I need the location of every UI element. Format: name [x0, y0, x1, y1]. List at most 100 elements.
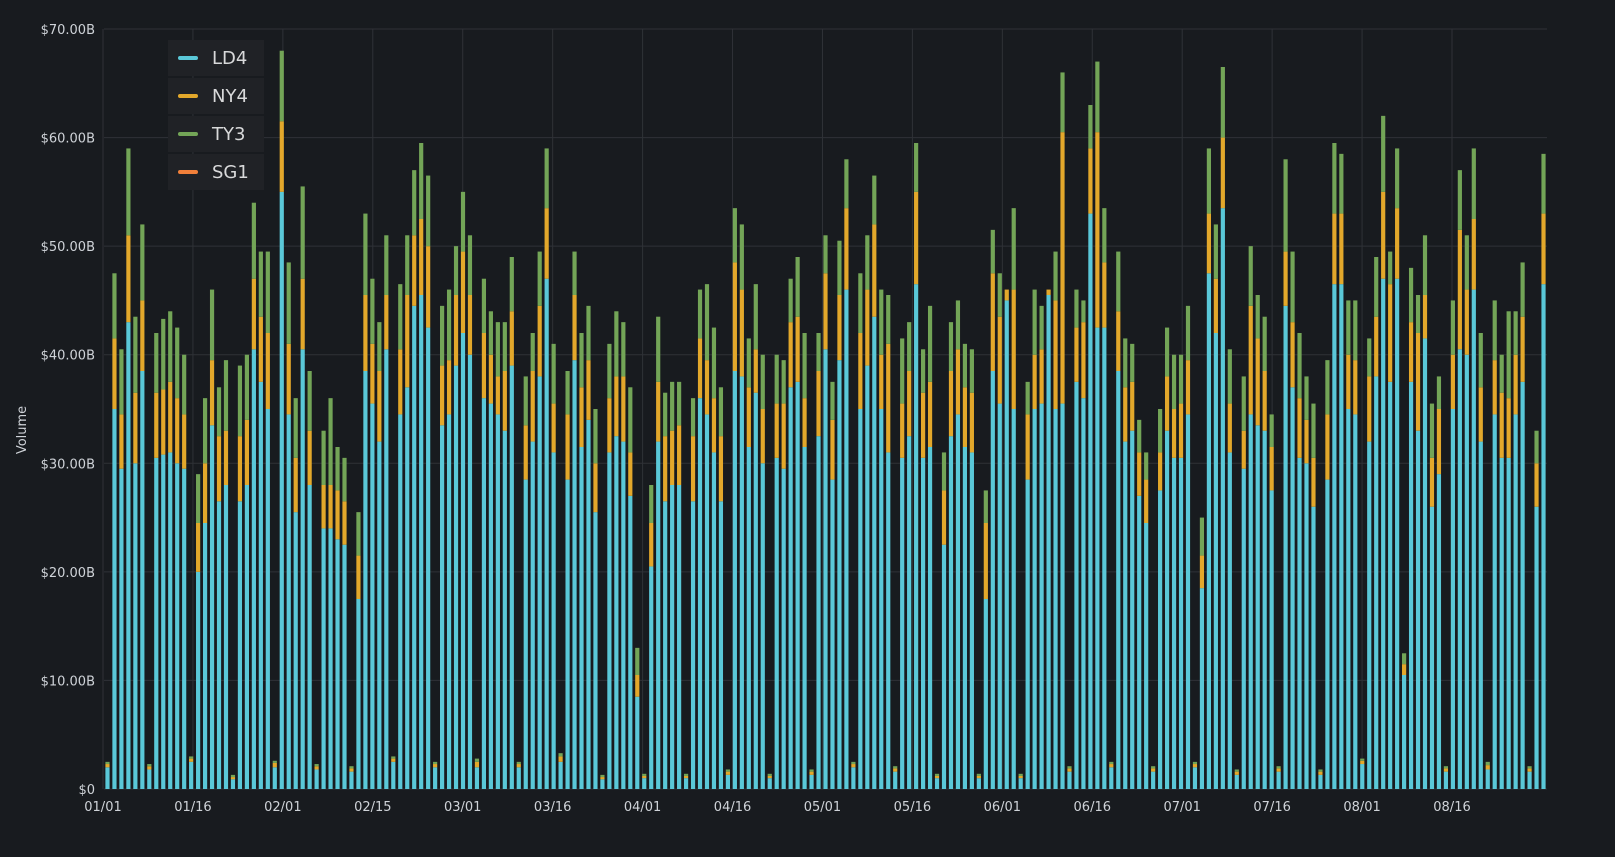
bar-segment-ty3[interactable]: [112, 273, 117, 339]
bar-segment-ny4[interactable]: [244, 419, 249, 485]
bar-segment-ld4[interactable]: [1346, 409, 1351, 789]
bar-segment-ty3[interactable]: [405, 235, 410, 295]
bar-segment-ld4[interactable]: [467, 354, 473, 789]
bar-segment-ny4[interactable]: [795, 316, 800, 382]
bar-segment-ny4[interactable]: [823, 273, 828, 350]
bar-segment-ld4[interactable]: [1492, 414, 1497, 789]
bar-segment-ny4[interactable]: [1395, 208, 1400, 279]
bar-segment-ty3[interactable]: [927, 305, 933, 382]
bar-segment-ld4[interactable]: [502, 430, 507, 789]
bar-segment-ny4[interactable]: [1039, 349, 1044, 404]
bar-segment-ld4[interactable]: [154, 457, 159, 789]
bar-segment-ld4[interactable]: [607, 452, 612, 789]
bar-segment-ld4[interactable]: [1213, 333, 1218, 789]
bar-segment-ty3[interactable]: [1443, 766, 1449, 769]
legend-item-ld4[interactable]: LD4: [168, 40, 264, 76]
bar-segment-ld4[interactable]: [907, 436, 912, 789]
bar-segment-ld4[interactable]: [1527, 771, 1532, 789]
bar-segment-ny4[interactable]: [990, 273, 995, 371]
bar-segment-ny4[interactable]: [349, 768, 354, 772]
bar-segment-ty3[interactable]: [1485, 761, 1490, 766]
bar-segment-ny4[interactable]: [1506, 398, 1511, 458]
bar-segment-ny4[interactable]: [258, 316, 263, 382]
bar-segment-ty3[interactable]: [1464, 235, 1469, 290]
bar-segment-ld4[interactable]: [1046, 295, 1051, 789]
bar-segment-ny4[interactable]: [837, 295, 842, 361]
bar-segment-ny4[interactable]: [537, 305, 542, 377]
bar-segment-ty3[interactable]: [481, 278, 487, 333]
bar-segment-ny4[interactable]: [886, 343, 891, 453]
bar-segment-ld4[interactable]: [307, 485, 312, 789]
bar-segment-ny4[interactable]: [140, 300, 145, 371]
bar-segment-ld4[interactable]: [927, 447, 933, 789]
bar-segment-ty3[interactable]: [1220, 67, 1225, 138]
bar-segment-ld4[interactable]: [1032, 409, 1037, 789]
bar-segment-ld4[interactable]: [1436, 474, 1442, 789]
bar-segment-ld4[interactable]: [739, 376, 744, 789]
bar-segment-ty3[interactable]: [1109, 761, 1114, 765]
bar-segment-ld4[interactable]: [453, 365, 459, 789]
bar-segment-ny4[interactable]: [607, 398, 612, 453]
bar-segment-ty3[interactable]: [1513, 311, 1518, 355]
bar-segment-ld4[interactable]: [1513, 414, 1518, 789]
bar-segment-ld4[interactable]: [1534, 506, 1539, 789]
bar-segment-ld4[interactable]: [921, 457, 926, 789]
bar-segment-ld4[interactable]: [1102, 327, 1107, 789]
bar-segment-ny4[interactable]: [474, 761, 480, 768]
bar-segment-ty3[interactable]: [419, 143, 424, 219]
bar-segment-ty3[interactable]: [865, 235, 870, 290]
bar-segment-ty3[interactable]: [307, 371, 312, 431]
bar-segment-ld4[interactable]: [1283, 305, 1288, 789]
bar-segment-ld4[interactable]: [934, 778, 940, 789]
bar-segment-ld4[interactable]: [419, 295, 424, 789]
bar-segment-ld4[interactable]: [119, 468, 124, 789]
bar-segment-ny4[interactable]: [363, 295, 368, 371]
bar-segment-ld4[interactable]: [621, 441, 626, 789]
bar-segment-ny4[interactable]: [1408, 322, 1414, 382]
bar-segment-ny4[interactable]: [1346, 354, 1351, 409]
bar-segment-ny4[interactable]: [1527, 768, 1532, 772]
bar-segment-ty3[interactable]: [1095, 61, 1100, 133]
bar-segment-ty3[interactable]: [1429, 403, 1435, 458]
bar-segment-ld4[interactable]: [209, 425, 215, 789]
bar-segment-ld4[interactable]: [412, 305, 417, 789]
bar-segment-ny4[interactable]: [586, 360, 591, 420]
bar-segment-ny4[interactable]: [433, 764, 438, 768]
bar-segment-ty3[interactable]: [781, 360, 786, 404]
bar-segment-ty3[interactable]: [725, 769, 730, 772]
bar-segment-ty3[interactable]: [732, 208, 737, 263]
bar-segment-ld4[interactable]: [1464, 354, 1469, 789]
bar-segment-ty3[interactable]: [816, 333, 821, 371]
bar-segment-ny4[interactable]: [1109, 764, 1114, 768]
bar-segment-ld4[interactable]: [202, 523, 208, 789]
bar-segment-ty3[interactable]: [209, 289, 215, 361]
bar-segment-ty3[interactable]: [1262, 316, 1267, 371]
bar-segment-ty3[interactable]: [356, 512, 361, 556]
bar-segment-ty3[interactable]: [1457, 170, 1462, 230]
bar-segment-ld4[interactable]: [1248, 414, 1253, 789]
bar-segment-ty3[interactable]: [1053, 251, 1058, 301]
bar-segment-ld4[interactable]: [1227, 452, 1232, 789]
bar-segment-ny4[interactable]: [1325, 414, 1330, 480]
bar-segment-ty3[interactable]: [1206, 148, 1211, 214]
bar-segment-ty3[interactable]: [216, 387, 222, 437]
bar-segment-ty3[interactable]: [1325, 360, 1330, 415]
bar-segment-ty3[interactable]: [460, 191, 466, 252]
bar-segment-ld4[interactable]: [1011, 409, 1016, 789]
bar-segment-ny4[interactable]: [1478, 387, 1483, 442]
bar-segment-ty3[interactable]: [1283, 159, 1288, 252]
bar-segment-ld4[interactable]: [1471, 289, 1476, 789]
bar-segment-ty3[interactable]: [1415, 295, 1421, 333]
bar-segment-ld4[interactable]: [363, 371, 368, 789]
bar-segment-ty3[interactable]: [886, 295, 891, 344]
bar-segment-ny4[interactable]: [635, 675, 640, 697]
bar-segment-ty3[interactable]: [342, 457, 347, 502]
bar-segment-ty3[interactable]: [293, 398, 298, 458]
bar-segment-ld4[interactable]: [474, 767, 480, 789]
bar-segment-ld4[interactable]: [293, 512, 298, 789]
bar-segment-ty3[interactable]: [175, 327, 180, 399]
bar-segment-ny4[interactable]: [467, 295, 473, 355]
bar-segment-ty3[interactable]: [614, 311, 619, 377]
bar-segment-ny4[interactable]: [307, 430, 312, 485]
bar-segment-ny4[interactable]: [739, 289, 744, 377]
